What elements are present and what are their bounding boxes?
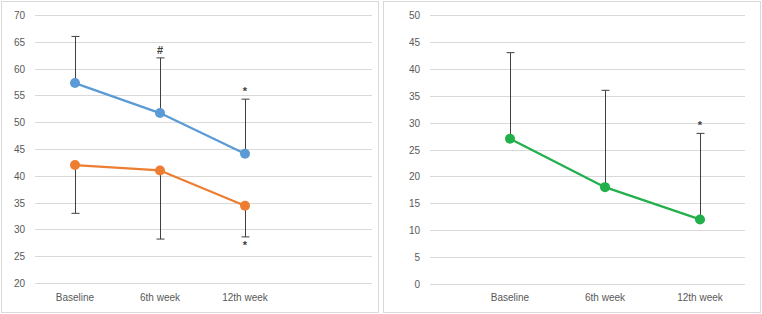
grid-line <box>35 122 372 123</box>
error-cap <box>72 36 80 37</box>
y-tick-label: 10 <box>409 225 421 236</box>
series-line <box>75 165 245 206</box>
error-cap <box>242 236 250 237</box>
x-tick-label: 6th week <box>585 292 626 303</box>
x-tick-label: Baseline <box>56 292 95 303</box>
grid-line <box>35 203 372 204</box>
grid-line <box>430 150 745 151</box>
y-tick-label: 30 <box>14 224 26 235</box>
error-cap <box>697 133 705 134</box>
error-cap <box>602 90 610 91</box>
grid-line <box>430 96 745 97</box>
point-marker <box>505 134 515 144</box>
grid-line <box>430 15 745 16</box>
y-tick-label: 60 <box>14 64 26 75</box>
error-cap <box>157 57 165 58</box>
grid-line <box>35 42 372 43</box>
chart-panel: 20 25 30 35 40 45 50 55 60 65 70 Baseline 6th week 12… <box>2 2 379 313</box>
y-tick-label: 20 <box>409 171 421 182</box>
y-tick-label: 40 <box>409 64 421 75</box>
plot-area <box>505 53 705 225</box>
y-tick-label: 50 <box>409 10 421 21</box>
panel-frame <box>2 2 379 313</box>
y-tick-label: 50 <box>14 117 26 128</box>
grid-line <box>430 42 745 43</box>
y-tick-label: 55 <box>14 90 26 101</box>
error-bar <box>605 90 606 187</box>
error-bar <box>510 53 511 139</box>
y-tick-label: 15 <box>409 198 421 209</box>
grid-line <box>35 69 372 70</box>
panel-frame <box>384 2 761 313</box>
error-bar <box>75 165 76 213</box>
error-cap <box>242 99 250 100</box>
point-marker <box>695 214 705 224</box>
grid-line <box>430 176 745 177</box>
grid-line <box>430 203 745 204</box>
point-marker <box>70 160 80 170</box>
y-tick-label: 35 <box>409 91 421 102</box>
point-marker <box>240 149 250 159</box>
y-tick-label: 25 <box>409 145 421 156</box>
error-bar <box>700 133 701 219</box>
y-tick-label: 30 <box>409 118 421 129</box>
figure: 2025303540455055606570Baseline6th week12… <box>0 0 762 314</box>
point-marker <box>600 182 610 192</box>
significance-mark: * <box>243 239 248 251</box>
point-marker <box>240 201 250 211</box>
error-cap <box>157 239 165 240</box>
y-tick-label: 5 <box>414 252 420 263</box>
y-tick-label: 40 <box>14 171 26 182</box>
grid-line <box>430 230 745 231</box>
y-tick-label: 45 <box>14 144 26 155</box>
x-tick-label: 12th week <box>222 292 269 303</box>
grid-line <box>430 69 745 70</box>
error-cap <box>507 52 515 53</box>
y-tick-label: 45 <box>409 37 421 48</box>
grid-line <box>35 15 372 16</box>
significance-mark: * <box>243 85 248 97</box>
significance-mark: # <box>157 44 163 56</box>
x-tick-label: Baseline <box>491 292 530 303</box>
y-tick-label: 35 <box>14 198 26 209</box>
series-line <box>510 139 700 220</box>
point-marker <box>70 78 80 88</box>
point-marker <box>155 165 165 175</box>
grid-line <box>35 176 372 177</box>
y-tick-label: 20 <box>14 278 26 289</box>
chart-panel: 0 5 10 15 20 25 30 35 40 45 50 Baseline 6th week 12th… <box>384 2 761 313</box>
grid-line <box>430 257 745 258</box>
grid-line <box>35 229 372 230</box>
grid-line <box>35 283 372 284</box>
y-tick-label: 70 <box>14 10 26 21</box>
significance-mark: * <box>698 119 703 131</box>
error-bar <box>75 36 76 83</box>
plot-area <box>70 36 250 239</box>
error-bar <box>245 99 246 154</box>
y-tick-label: 65 <box>14 37 26 48</box>
grid-line <box>430 284 745 285</box>
error-bar <box>160 170 161 239</box>
x-tick-label: 6th week <box>140 292 181 303</box>
series-line <box>75 83 245 154</box>
y-tick-label: 25 <box>14 251 26 262</box>
grid-line <box>35 149 372 150</box>
error-cap <box>72 213 80 214</box>
error-bar <box>160 58 161 113</box>
y-tick-label: 0 <box>414 279 420 290</box>
x-tick-label: 12th week <box>677 292 724 303</box>
grid-line <box>35 256 372 257</box>
grid-line <box>35 95 372 96</box>
point-marker <box>155 108 165 118</box>
